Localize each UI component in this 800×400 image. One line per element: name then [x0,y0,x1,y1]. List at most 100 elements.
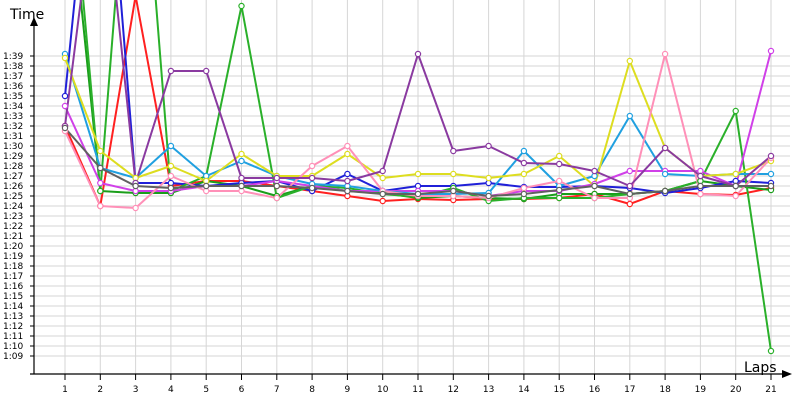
y-tick-label: 1:37 [3,72,23,82]
series-6-point [626,112,634,120]
series-4-point [767,347,775,355]
series-10-point [379,190,386,198]
y-axis-arrow-icon [30,17,38,26]
series-7-point [414,170,422,178]
x-tick-label: 16 [589,385,601,395]
series-1-point [379,197,386,205]
series-8-point [273,194,280,202]
x-tick-label: 11 [412,385,423,395]
y-tick-label: 1:19 [3,252,23,262]
series-10-point [414,190,422,198]
y-tick-label: 1:39 [3,52,23,62]
y-tick-label: 1:12 [3,322,23,332]
y-tick-label: 1:09 [3,352,23,362]
series-10-point [167,184,175,192]
series-7-point [167,162,175,170]
series-points [61,2,775,355]
series-10-point [308,184,316,192]
y-tick-label: 1:38 [3,62,23,72]
y-tick-label: 1:24 [3,202,23,212]
y-tick-label: 1:14 [3,302,23,312]
series-7-point [520,170,528,178]
series-9-point [414,50,422,58]
series-9-point [238,174,245,182]
series-1-point [626,200,634,208]
x-tick-label: 9 [345,385,351,395]
x-tick-label: 7 [274,385,280,395]
series-8-point [97,202,104,210]
series-4-point [97,187,104,195]
series-10-point [556,186,563,194]
x-tick-label: 5 [203,385,209,395]
y-axis-title: Time [9,7,44,23]
series-9-point [344,177,351,185]
series-10-point [485,192,492,200]
x-tick-label: 18 [659,385,671,395]
plot-clip-group [61,0,775,355]
y-tick-label: 1:18 [3,262,23,272]
y-tick-label: 1:36 [3,82,23,92]
series-10-point [344,187,351,195]
x-tick-label: 19 [695,385,707,395]
series-10-point [661,187,669,195]
y-tick-label: 1:33 [3,112,23,122]
series-4-point [238,2,245,10]
series-10-point [450,187,457,195]
series-8-point [661,50,669,58]
series-9-point [202,67,210,75]
series-6-point [238,157,245,165]
series-9-point [308,174,316,182]
series-8-point [556,177,563,185]
series-5-point [61,102,69,110]
series-6-point [520,147,528,155]
series-9-point [767,152,775,160]
y-tick-label: 1:23 [3,212,23,222]
x-tick-label: 17 [624,385,635,395]
series-9-point [556,160,563,168]
y-tick-label: 1:11 [3,332,23,342]
y-tick-label: 1:27 [3,172,23,182]
series-7-point [379,174,386,182]
series-10-point [97,164,104,172]
series-9-point [520,159,528,167]
series-10-point [767,182,775,190]
series-9-point [379,167,386,175]
y-tick-label: 1:10 [3,342,23,352]
y-tick-label: 1:31 [3,132,23,142]
series-6-point [167,142,175,150]
series-3-point [61,92,69,100]
x-tick-label: 1 [62,385,68,395]
y-tick-label: 1:26 [3,182,23,192]
series-8-point [167,172,175,180]
x-axis-title: Laps [744,360,777,376]
y-tick-label: 1:35 [3,92,23,102]
series-4-point [732,107,739,115]
series-10-point [626,190,634,198]
series-4-point [556,194,563,202]
series-10-point [273,182,280,190]
series-10-point [732,182,739,190]
series-7-point [344,150,351,158]
series-8-point [591,194,598,202]
series-9-point [661,144,669,152]
series-10-point [202,182,210,190]
x-tick-labels: 1 2 3 4 5 6 7 8 9 10 11 12 13 14 15 16 17 18 19 20 21 [62,374,777,395]
y-tick-label: 1:32 [3,122,23,132]
y-tick-label: 1:13 [3,312,23,322]
x-tick-label: 12 [448,385,459,395]
series-10-point [238,182,245,190]
series-9-point [626,182,634,190]
x-tick-label: 14 [518,385,530,395]
x-tick-label: 13 [483,385,494,395]
series-9-point [697,172,704,180]
x-axis-arrow-icon [782,370,792,378]
series-5-point [97,179,104,187]
y-tick-label: 1:29 [3,152,23,162]
y-tick-label: 1:20 [3,242,23,252]
series-9-point [485,142,492,150]
series-7-point [732,170,739,178]
y-tick-label: 1:28 [3,162,23,172]
series-7-point [97,147,104,155]
y-tick-label: 1:16 [3,282,23,292]
series-8-point [520,184,528,192]
